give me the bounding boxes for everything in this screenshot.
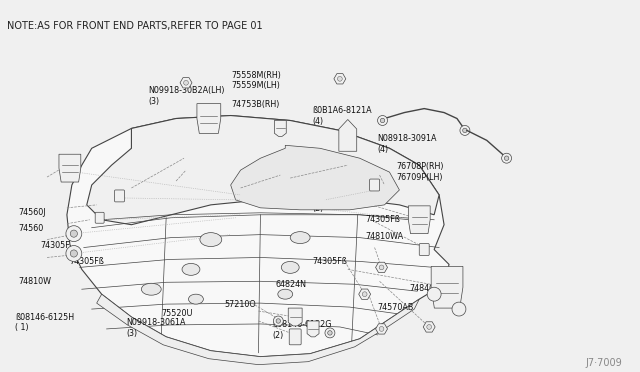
Text: Ν09918-3061A
(3): Ν09918-3061A (3) <box>126 318 186 338</box>
Circle shape <box>379 265 384 270</box>
Text: NOTE:AS FOR FRONT END PARTS,REFER TO PAGE 01: NOTE:AS FOR FRONT END PARTS,REFER TO PAG… <box>8 20 263 31</box>
Polygon shape <box>358 289 371 299</box>
Circle shape <box>70 230 77 237</box>
Text: 64824N: 64824N <box>276 280 307 289</box>
Ellipse shape <box>278 289 292 299</box>
Polygon shape <box>67 116 449 357</box>
Circle shape <box>427 324 431 329</box>
Text: ß08146-6125H
( 1): ß08146-6125H ( 1) <box>15 313 74 332</box>
Text: 74810W: 74810W <box>19 277 51 286</box>
Text: 74570AB: 74570AB <box>377 303 413 312</box>
Text: 75558M(RH)
75559M(LH): 75558M(RH) 75559M(LH) <box>231 71 281 90</box>
Circle shape <box>502 153 511 163</box>
Polygon shape <box>230 145 399 210</box>
Text: 74305Fß: 74305Fß <box>69 257 104 266</box>
Ellipse shape <box>290 232 310 244</box>
Circle shape <box>325 328 335 338</box>
FancyBboxPatch shape <box>115 190 124 202</box>
FancyBboxPatch shape <box>370 179 380 191</box>
Polygon shape <box>288 308 302 326</box>
Polygon shape <box>408 206 430 234</box>
Circle shape <box>379 327 384 331</box>
FancyBboxPatch shape <box>419 244 429 256</box>
Text: 74810WA: 74810WA <box>365 232 404 241</box>
Ellipse shape <box>189 294 204 304</box>
Text: 74560J: 74560J <box>19 208 46 217</box>
Polygon shape <box>423 322 435 332</box>
Circle shape <box>276 319 280 323</box>
Text: Ν09918-30B2A(LH)
(3): Ν09918-30B2A(LH) (3) <box>148 86 225 106</box>
Polygon shape <box>197 104 221 134</box>
Text: ß08146-6122G
(2): ß08146-6122G (2) <box>273 320 332 340</box>
Text: 74305F: 74305F <box>40 241 70 250</box>
Polygon shape <box>180 78 192 88</box>
Text: 74305Fß: 74305Fß <box>312 257 348 266</box>
Polygon shape <box>431 266 463 308</box>
Text: Ν08918-3091A
(4): Ν08918-3091A (4) <box>377 134 436 154</box>
Text: J7·7009: J7·7009 <box>585 358 621 368</box>
Circle shape <box>66 226 82 241</box>
Circle shape <box>504 156 509 160</box>
Text: ß0B1A6-8121A
(4): ß0B1A6-8121A (4) <box>312 106 372 125</box>
Ellipse shape <box>141 283 161 295</box>
Text: ß08LA6-8121A
( 24): ß08LA6-8121A ( 24) <box>276 158 334 178</box>
Text: 75520U: 75520U <box>161 309 193 318</box>
FancyBboxPatch shape <box>95 212 104 223</box>
Text: 76708P(RH)
76709P(LH): 76708P(RH) 76709P(LH) <box>396 162 444 182</box>
Circle shape <box>70 250 77 257</box>
Polygon shape <box>376 262 387 273</box>
Circle shape <box>460 125 470 135</box>
Polygon shape <box>307 321 319 337</box>
Ellipse shape <box>200 232 221 247</box>
Polygon shape <box>334 74 346 84</box>
Ellipse shape <box>282 262 299 273</box>
Ellipse shape <box>182 263 200 275</box>
Circle shape <box>378 116 387 125</box>
Text: 74305Fß: 74305Fß <box>365 215 401 224</box>
Circle shape <box>337 76 342 81</box>
Circle shape <box>362 292 367 296</box>
Text: 74753B(RH): 74753B(RH) <box>231 100 280 109</box>
Circle shape <box>463 128 467 133</box>
Circle shape <box>66 246 82 262</box>
Polygon shape <box>376 324 387 334</box>
Circle shape <box>184 80 188 85</box>
Text: 74840U: 74840U <box>409 284 440 293</box>
Text: 74560: 74560 <box>19 224 44 232</box>
Circle shape <box>273 316 284 326</box>
Polygon shape <box>275 121 286 137</box>
Circle shape <box>427 287 441 301</box>
Circle shape <box>328 331 332 335</box>
Text: ß08146-6125H
(2): ß08146-6125H (2) <box>312 194 371 214</box>
Polygon shape <box>97 294 419 365</box>
Polygon shape <box>87 116 439 225</box>
Circle shape <box>452 302 466 316</box>
Polygon shape <box>59 154 81 182</box>
Circle shape <box>380 118 385 123</box>
Polygon shape <box>339 119 356 151</box>
FancyBboxPatch shape <box>289 329 301 345</box>
Text: 57210O: 57210O <box>225 300 257 309</box>
